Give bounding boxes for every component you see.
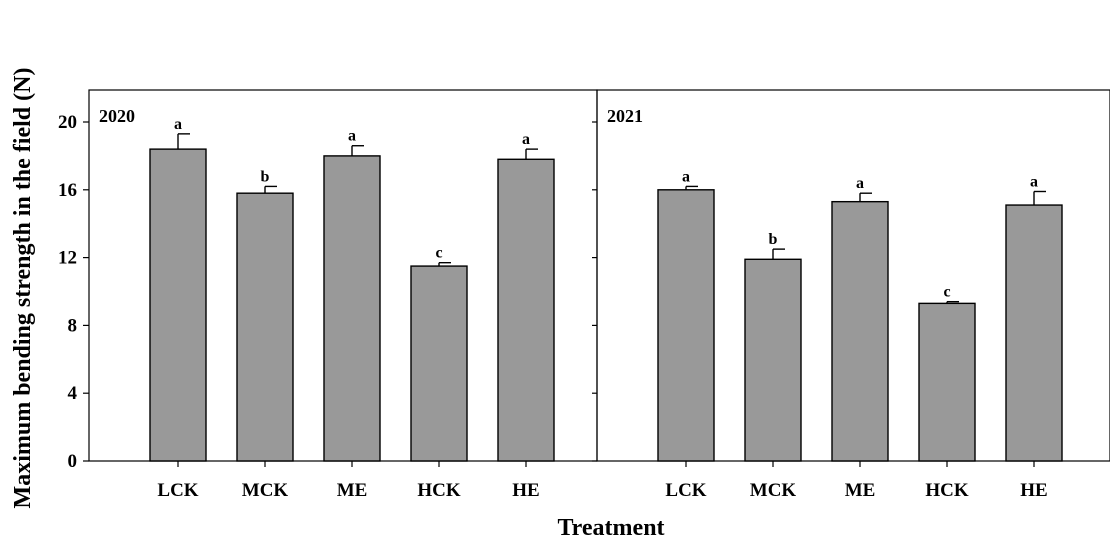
bar-HE [1005, 204, 1063, 462]
significance-label: b [769, 231, 778, 248]
significance-label: b [261, 168, 270, 185]
category-label: HCK [417, 480, 461, 501]
bar-HCK [410, 265, 468, 462]
bar-HE [497, 158, 555, 462]
significance-label: a [174, 116, 182, 133]
category-label: HE [512, 480, 539, 501]
panel-label: 2021 [607, 106, 643, 126]
y-tick-label: 4 [68, 383, 78, 404]
x-axis-title: Treatment [557, 515, 664, 541]
category-label: HE [1020, 480, 1047, 501]
significance-label: a [522, 131, 530, 148]
category-label: ME [845, 480, 876, 501]
y-tick-label: 0 [68, 451, 78, 472]
bar-LCK [657, 189, 715, 462]
significance-label: a [856, 175, 864, 192]
category-label: LCK [157, 480, 198, 501]
y-axis-title: Maximum bending strength in the field (N… [10, 68, 36, 509]
bar-MCK [744, 258, 802, 462]
panel-2021: 2021 a LCK b MCK a ME c HCK a HE [592, 89, 1110, 501]
bar-LCK [149, 148, 207, 462]
panel-2020: 2020 0 4 8 12 16 20 a LCK b MCK a ME c HCK a HE [58, 89, 598, 501]
bar-MCK [236, 192, 294, 462]
category-label: HCK [925, 480, 969, 501]
category-label: LCK [665, 480, 706, 501]
panel-label: 2020 [99, 106, 135, 126]
chart-panels: 2020 0 4 8 12 16 20 a LCK b MCK a ME c HCK a HE 2021 a LCK b… [58, 89, 1110, 501]
significance-label: a [348, 128, 356, 145]
y-tick-label: 12 [58, 248, 77, 269]
category-label: MCK [242, 480, 289, 501]
significance-label: c [943, 284, 950, 301]
category-label: MCK [750, 480, 797, 501]
y-tick-label: 8 [68, 315, 78, 336]
bar-ME [831, 200, 889, 462]
bar-ME [323, 155, 381, 462]
significance-label: a [1030, 173, 1038, 190]
significance-label: c [435, 245, 442, 262]
significance-label: a [682, 168, 690, 185]
y-tick-label: 20 [58, 112, 77, 133]
y-tick-label: 16 [58, 180, 77, 201]
bar-HCK [918, 302, 976, 462]
category-label: ME [337, 480, 368, 501]
